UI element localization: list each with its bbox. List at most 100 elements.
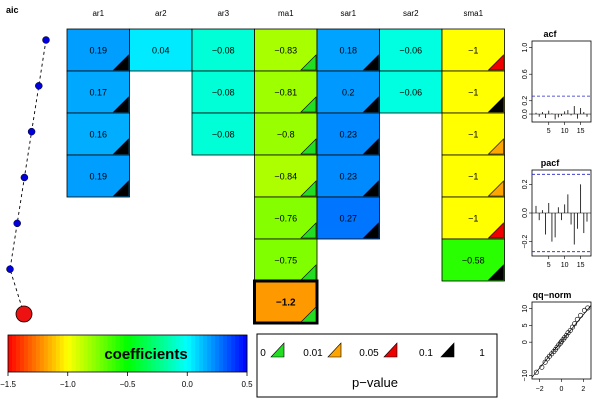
coefficient-cell — [379, 70, 443, 114]
acf-panel: acf 0.0 0.2 0.6 1.0 5 10 15 — [522, 29, 592, 135]
colorbar-segment — [151, 335, 156, 372]
pvalue-break-label: 1 — [479, 348, 485, 359]
colorbar-label: coefficients — [104, 346, 187, 363]
y-tick-label: 0.2 — [522, 179, 529, 189]
y-tick-label: 5 — [522, 323, 529, 327]
pvalue-legend-swatch — [270, 342, 285, 358]
significance-marker — [487, 222, 504, 239]
coefficient-cell — [129, 28, 193, 72]
colorbar-segment — [55, 335, 61, 372]
colorbar-segment — [8, 335, 13, 372]
significance-marker — [362, 54, 379, 71]
colorbar-segment — [143, 335, 148, 372]
aic-point — [13, 219, 21, 228]
colorbar-segment — [103, 335, 108, 372]
y-tick-label: 0 — [522, 340, 529, 344]
coefficient-value: 0.27 — [339, 214, 357, 224]
significance-marker — [112, 54, 129, 71]
coefficient-value: 0.18 — [339, 46, 357, 56]
colorbar-segment — [83, 335, 89, 372]
colorbar-segment — [51, 335, 57, 372]
y-tick-label: −10 — [522, 370, 529, 382]
significance-marker — [300, 180, 317, 197]
coefficient-value: −0.75 — [274, 256, 297, 266]
qqnorm-panel: qq−norm −2 0 2 −10 0 5 10 — [522, 290, 592, 393]
pacf-panel: pacf −0.2 0.0 0.2 5 10 15 — [522, 158, 592, 269]
x-tick-label: 5 — [547, 128, 551, 135]
panel-frame — [531, 40, 592, 123]
qq-point — [539, 364, 545, 370]
coefficient-value: −0.06 — [399, 46, 422, 56]
qq-point — [556, 342, 562, 348]
significance-marker — [362, 180, 379, 197]
colorbar-segment — [163, 335, 168, 372]
y-tick-label: 0.6 — [522, 69, 529, 79]
coefficient-value: 0.04 — [152, 46, 170, 56]
colorbar-segment — [39, 335, 45, 372]
y-tick-label: −0.2 — [522, 235, 529, 249]
pvalue-break-label: 0.05 — [359, 348, 379, 359]
coefficient-value: −1.2 — [276, 298, 296, 309]
colorbar-tick-label: −1.5 — [0, 380, 16, 389]
coefficient-value: 0.19 — [89, 46, 107, 56]
aic-panel — [6, 36, 50, 323]
coefficient-value: 0.2 — [342, 88, 355, 98]
colorbar-segment — [195, 335, 200, 372]
colorbar-segment — [179, 335, 184, 372]
significance-marker — [112, 96, 129, 113]
coefficient-heatmap: ar1 ar2 ar3 ma1 sar1 sar2 sma1 0.19 0.04 −0.08 −0.… — [66, 9, 505, 325]
aic-point — [35, 82, 43, 90]
aic-point — [6, 265, 14, 273]
significance-marker — [487, 96, 504, 113]
qq-point — [563, 332, 569, 338]
colorbar-segment — [175, 335, 180, 372]
coefficient-value: −1 — [468, 130, 478, 140]
coefficient-value: 0.23 — [339, 130, 357, 140]
qq-point — [533, 369, 539, 375]
colorbar-segment — [107, 335, 112, 372]
colorbar-segment — [211, 335, 216, 372]
qq-point — [574, 316, 580, 322]
colorbar-segment — [243, 335, 248, 372]
colorbar-segment — [147, 335, 152, 372]
coefficient-value: −0.76 — [274, 214, 297, 224]
colorbar-segment — [43, 335, 49, 372]
colorbar-segment — [19, 335, 25, 372]
coefficient-value: −0.84 — [274, 172, 297, 182]
significance-marker — [300, 96, 317, 113]
aic-point — [20, 173, 29, 182]
significance-marker — [362, 222, 379, 239]
pvalue-legend-swatch — [383, 342, 398, 358]
colorbar-segment — [91, 335, 97, 372]
pvalue-legend-frame — [256, 333, 498, 398]
coefficient-value: 0.19 — [89, 172, 107, 182]
colorbar-segment — [119, 335, 124, 372]
coefficient-cell — [191, 28, 255, 72]
x-tick-label: 0 — [560, 386, 564, 393]
colorbar-segment — [75, 335, 81, 372]
colorbar-segment — [23, 335, 29, 372]
colorbar-tick-label: −0.5 — [120, 380, 136, 389]
qq-point — [578, 312, 584, 318]
colorbar-segment — [235, 335, 240, 372]
significance-marker — [112, 180, 129, 197]
colorbar-segment — [87, 335, 93, 372]
column-label: ar2 — [155, 9, 167, 18]
y-tick-label: 0.0 — [522, 109, 529, 119]
colorbar-segment — [59, 335, 65, 372]
colorbar-segment — [139, 335, 144, 372]
aic-point — [42, 36, 50, 44]
y-tick-label: 10 — [522, 305, 529, 313]
colorbar-segment — [111, 335, 116, 372]
colorbar-segment — [11, 335, 17, 372]
colorbar-segment — [207, 335, 212, 372]
colorbar-segment — [215, 335, 220, 372]
coefficient-value: −0.06 — [399, 88, 422, 98]
x-tick-label: 10 — [561, 128, 569, 135]
significance-marker — [487, 138, 504, 155]
significance-marker — [300, 222, 317, 239]
coefficient-value: −1 — [468, 214, 478, 224]
colorbar-segment — [223, 335, 228, 372]
colorbar-segment — [227, 335, 232, 372]
